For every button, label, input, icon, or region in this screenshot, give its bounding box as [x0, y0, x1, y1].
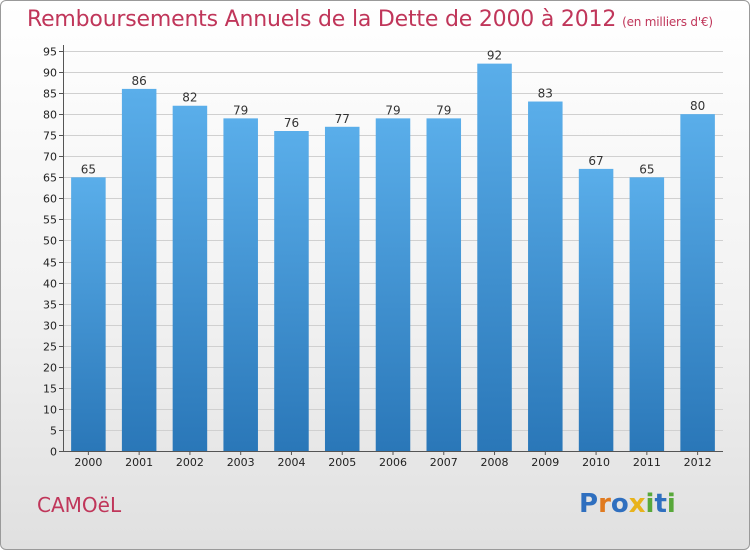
logo-letter: i: [666, 489, 676, 519]
value-label-2010: 67: [588, 154, 603, 168]
y-tick-label: 45: [43, 257, 57, 270]
bar-2005: [324, 126, 360, 451]
x-tick-label-2012: 2012: [684, 456, 712, 469]
bar-2011: [629, 177, 665, 451]
x-tick-label-2000: 2000: [74, 456, 102, 469]
bar-2002: [172, 105, 208, 451]
logo-letter: r: [598, 489, 611, 519]
y-tick-label: 75: [43, 130, 57, 143]
x-tick-label-2003: 2003: [227, 456, 255, 469]
y-tick-label: 35: [43, 299, 57, 312]
y-tick-label: 20: [43, 362, 57, 375]
value-label-2007: 79: [436, 103, 451, 117]
value-label-2005: 77: [335, 112, 350, 126]
logo-letter: t: [654, 489, 667, 519]
value-label-2002: 82: [182, 91, 197, 105]
chart-unit: (en milliers d'€): [622, 15, 713, 29]
value-label-2006: 79: [385, 103, 400, 117]
x-tick-labels: 2000 2001 2002 2003 2004 2005 2006 2007 2008 2009…: [74, 456, 711, 469]
bar-2008: [477, 63, 512, 451]
value-label-2001: 86: [132, 74, 147, 88]
x-tick-label-2010: 2010: [582, 456, 610, 469]
value-label-2003: 79: [233, 103, 248, 117]
value-label-2004: 76: [284, 116, 299, 130]
y-tick-label: 70: [43, 151, 57, 164]
value-label-2009: 83: [538, 87, 553, 101]
x-tick-label-2009: 2009: [531, 456, 559, 469]
y-tick-label: 95: [43, 46, 57, 59]
bar-2006: [375, 118, 411, 452]
bar-2000: [71, 177, 106, 451]
y-tick-label: 0: [50, 446, 57, 459]
x-tick-label-2001: 2001: [125, 456, 153, 469]
value-label-2008: 92: [487, 49, 502, 63]
x-tick-label-2005: 2005: [328, 456, 356, 469]
logo-letter: i: [645, 489, 655, 519]
y-tick-label: 5: [50, 425, 57, 438]
logo-letter: x: [628, 489, 646, 519]
y-tick-label: 60: [43, 193, 57, 206]
y-tick-label: 15: [43, 383, 57, 396]
x-tick-label-2007: 2007: [430, 456, 458, 469]
bar-2012: [680, 114, 715, 451]
chart-title-text: Remboursements Annuels de la Dette de 20…: [27, 7, 617, 32]
bar-2007: [426, 118, 462, 452]
y-tick-label: 65: [43, 172, 57, 185]
bar-2009: [528, 101, 563, 452]
y-tick-label: 90: [43, 67, 57, 80]
bar-2001: [121, 88, 157, 451]
proxiti-logo: Proxiti: [579, 489, 676, 519]
y-tick-label: 30: [43, 320, 57, 333]
y-tick-label: 50: [43, 235, 57, 248]
y-tick-label: 80: [43, 109, 57, 122]
y-tick-label: 25: [43, 341, 57, 354]
value-labels: 65 86 82 79 76 77 79 79 92 83 67 65 80: [81, 49, 706, 177]
axes: [59, 45, 723, 455]
value-label-2011: 65: [639, 162, 654, 176]
value-label-2000: 65: [81, 162, 96, 176]
logo-letter: o: [610, 489, 629, 519]
y-tick-label: 85: [43, 88, 57, 101]
x-tick-label-2004: 2004: [277, 456, 305, 469]
x-tick-label-2002: 2002: [176, 456, 204, 469]
bar-2010: [578, 168, 614, 452]
value-label-2012: 80: [690, 99, 705, 113]
x-tick-label-2008: 2008: [481, 456, 509, 469]
bars: [71, 63, 715, 452]
x-tick-label-2011: 2011: [633, 456, 661, 469]
x-tick-label-2006: 2006: [379, 456, 407, 469]
y-tick-label: 10: [43, 404, 57, 417]
logo-letter: P: [579, 489, 599, 519]
place-name: CAMOëL: [37, 493, 122, 517]
bar-2004: [274, 131, 309, 451]
bar-2003: [223, 118, 258, 452]
y-tick-labels: 0 5 10 15 20 25 30 35 40 45 50 55 60 65 70 75 80 85 90 95: [43, 46, 57, 459]
y-tick-label: 40: [43, 278, 57, 291]
y-tick-label: 55: [43, 214, 57, 227]
chart-title: Remboursements Annuels de la Dette de 20…: [27, 7, 713, 32]
